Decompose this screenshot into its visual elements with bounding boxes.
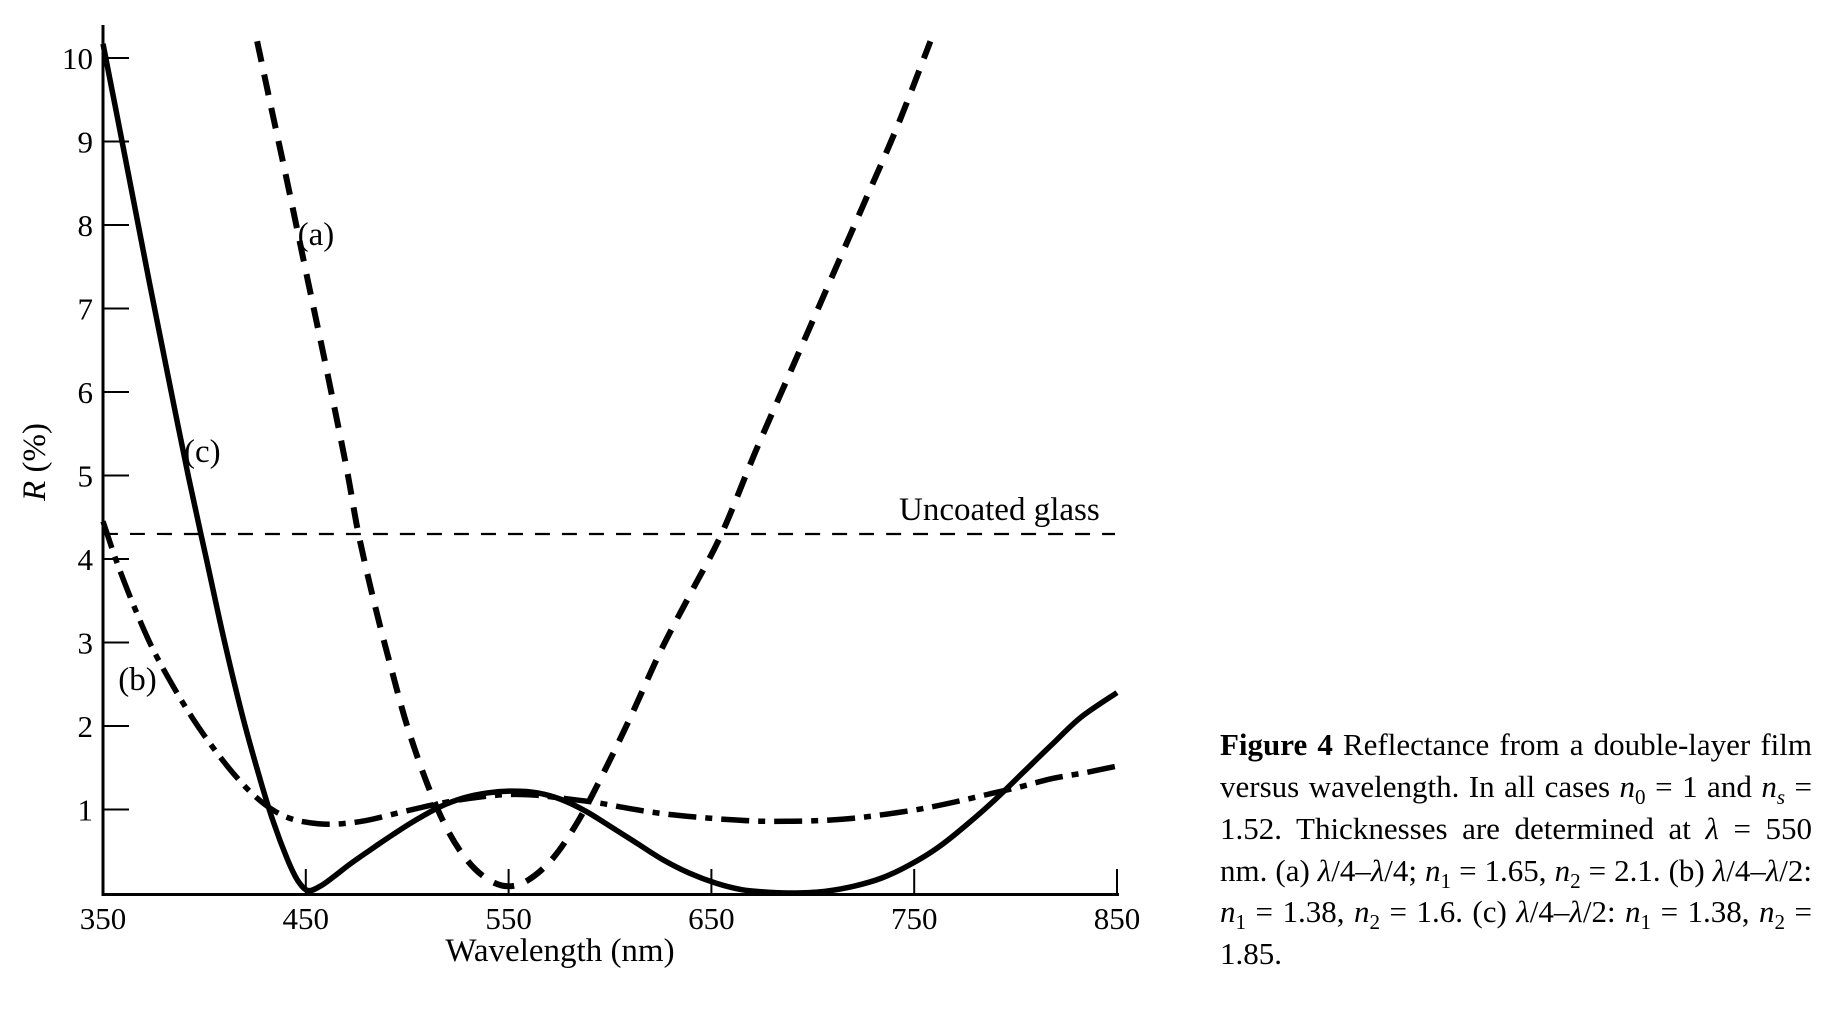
- caption-segment: λ: [1712, 852, 1727, 888]
- y-axis-symbol: R: [17, 481, 53, 502]
- y-tick-label: 8: [78, 208, 94, 243]
- y-tick-label: 5: [78, 459, 94, 494]
- annotations-layer: (a) (b) (c) Uncoated glass: [118, 217, 1099, 698]
- caption-segment: n: [1625, 894, 1641, 930]
- caption-segment: 2: [1774, 910, 1786, 935]
- caption-segment: λ: [1705, 810, 1719, 846]
- caption-segment: n: [1759, 894, 1775, 930]
- curve-label-b: (b): [118, 662, 156, 698]
- curve-label-a: (a): [298, 217, 335, 253]
- caption-segment: λ: [1370, 852, 1385, 888]
- caption-segment: n: [1220, 894, 1236, 930]
- caption-segment: = 1.38,: [1651, 894, 1760, 930]
- caption-segment: = 550 nm. (a): [1220, 810, 1812, 888]
- caption-segment: n: [1619, 768, 1636, 804]
- y-axis-title: R (%): [17, 423, 53, 502]
- y-tick-label: 10: [62, 41, 93, 76]
- x-tick-label: 750: [891, 901, 938, 936]
- caption-segment: λ: [1516, 894, 1530, 930]
- caption-segment: /4–: [1331, 852, 1371, 888]
- caption-segment: 1: [1235, 910, 1247, 935]
- caption-segment: /2:: [1582, 894, 1626, 930]
- caption-segment: 2: [1369, 910, 1381, 935]
- x-tick-label: 450: [283, 901, 330, 936]
- y-tick-label: 7: [78, 292, 94, 327]
- curve-b: [100, 520, 1118, 827]
- caption-segment: 1: [1440, 868, 1452, 893]
- caption-segment: n: [1353, 894, 1370, 930]
- caption-segment: = 1 and: [1645, 768, 1762, 804]
- caption-segment: 2: [1570, 868, 1581, 893]
- curve-label-c: (c): [184, 434, 221, 470]
- y-tick-label: 3: [78, 626, 94, 661]
- caption-segment: = 1.38,: [1246, 894, 1354, 930]
- x-tick-label: 350: [80, 901, 127, 936]
- x-tick-label: 650: [688, 901, 735, 936]
- y-tick-label: 2: [78, 709, 94, 744]
- y-tick-label: 4: [78, 542, 94, 577]
- figure-caption: Figure 4 Reflectance from a double-layer…: [1220, 724, 1812, 975]
- caption-segment: = 1.85.: [1220, 894, 1813, 972]
- caption-segment: /4;: [1384, 852, 1426, 888]
- x-tick-label: 550: [485, 901, 532, 936]
- caption-segment: n: [1425, 852, 1441, 888]
- curve-label-uncoated: Uncoated glass: [899, 492, 1100, 528]
- x-tick-label: 850: [1094, 901, 1141, 936]
- axes-layer: 350 450 550 650 750 850 1 2 3 4 5 6 7 8 9 10: [62, 25, 1140, 936]
- y-tick-label: 6: [78, 375, 94, 410]
- caption-segment: = 2.1. (b): [1580, 852, 1713, 888]
- caption-segment: Figure 4: [1220, 727, 1333, 762]
- caption-segment: Reflectance from a double-layer film ver…: [1220, 727, 1812, 804]
- caption-segment: /4–: [1529, 894, 1570, 930]
- curve-c: [100, 43, 1119, 896]
- curves-layer: [100, 40, 1119, 896]
- caption-segment: = 1.65,: [1451, 852, 1555, 888]
- y-axis-unit: (%): [17, 423, 53, 481]
- caption-segment: n: [1761, 768, 1777, 804]
- caption-segment: s: [1776, 785, 1786, 810]
- caption-segment: /4–: [1726, 852, 1766, 888]
- y-tick-label: 1: [78, 793, 94, 828]
- caption-segment: λ: [1569, 894, 1583, 930]
- caption-segment: 1: [1640, 910, 1652, 935]
- caption-segment: = 1.52. Thicknesses are determined at: [1220, 768, 1812, 846]
- reflectance-chart-svg: 350 450 550 650 750 850 1 2 3 4 5 6 7 8 9 10 (a) (b) (c) U…: [17, 25, 1140, 969]
- caption-segment: λ: [1765, 852, 1780, 888]
- caption-segment: /2:: [1779, 852, 1812, 888]
- caption-segment: = 1.6. (c): [1380, 894, 1517, 930]
- y-tick-label: 9: [78, 125, 94, 160]
- caption-segment: λ: [1317, 852, 1332, 888]
- caption-segment: n: [1554, 852, 1571, 888]
- x-axis-title: Wavelength (nm): [445, 933, 674, 969]
- curve-a: [254, 40, 934, 890]
- caption-segment: 0: [1635, 785, 1646, 810]
